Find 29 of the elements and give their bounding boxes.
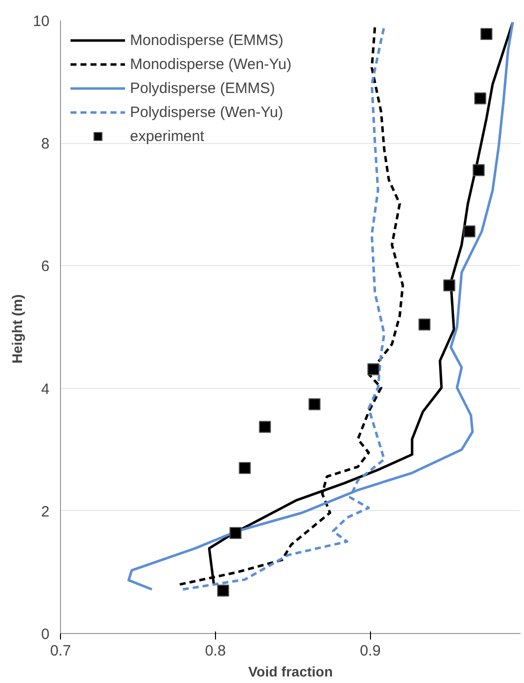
point (230, 526, 242, 539)
y-axis-title: Height (m) (8, 294, 25, 364)
y-tick-label: 8 (41, 136, 50, 153)
x-tick-label: 0.7 (50, 642, 71, 660)
point (418, 318, 430, 331)
point (367, 363, 380, 376)
legend-label: Polydisperse (EMMS) (130, 80, 276, 96)
legend-label: experiment (130, 128, 204, 144)
line-series (127, 21, 514, 591)
legend-label: Monodisperse (Wen-Yu) (130, 56, 292, 72)
point (474, 92, 486, 104)
point (258, 420, 271, 433)
point (443, 279, 456, 292)
point (463, 225, 476, 238)
x-tick-label: 0.8 (204, 642, 226, 660)
x-axis-title: Void fraction (248, 664, 333, 680)
point (480, 28, 492, 40)
y-tick-label: 10 (32, 13, 50, 30)
legend-label: Monodisperse (EMMS) (130, 32, 284, 48)
x-tick-label: 0.9 (360, 642, 381, 660)
point (308, 398, 321, 410)
y-tick-label: 0 (41, 626, 50, 643)
y-tick-label: 6 (41, 258, 50, 276)
y-tick-label: 2 (41, 503, 50, 520)
legend-label: Polydisperse (Wen-Yu) (130, 104, 284, 120)
y-tick-label: 4 (41, 380, 50, 398)
point (238, 462, 251, 474)
point (217, 584, 230, 597)
point (472, 164, 485, 176)
